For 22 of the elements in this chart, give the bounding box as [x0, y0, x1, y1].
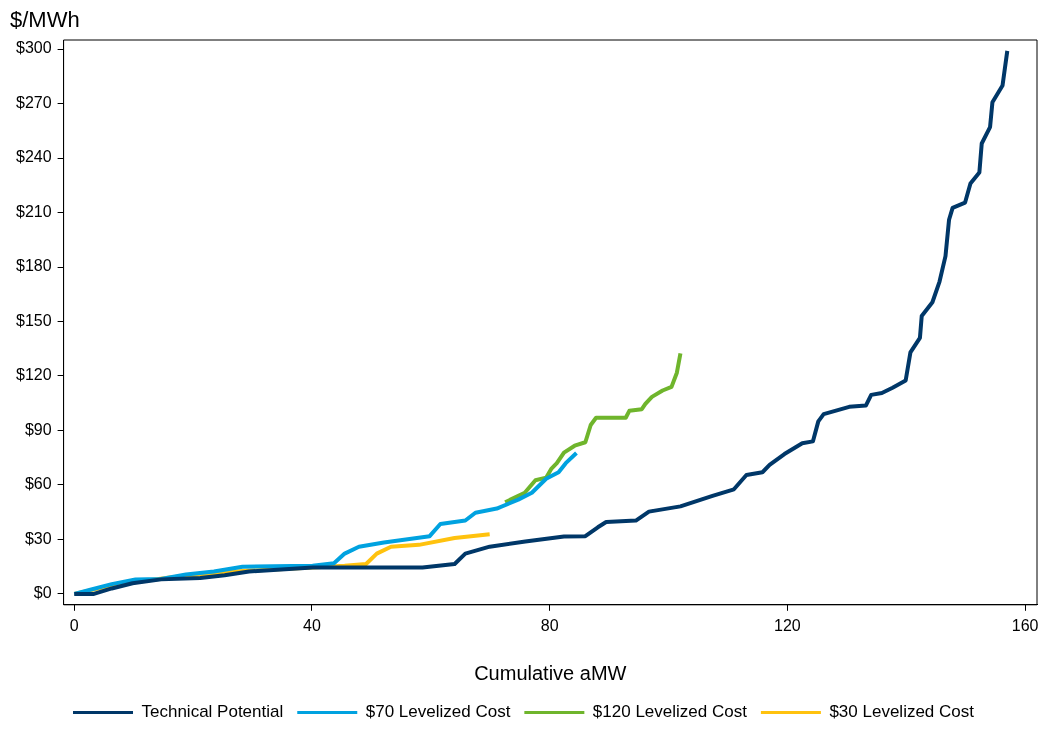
y-tick-label: $300: [16, 39, 52, 57]
x-tick-label: 80: [540, 616, 559, 634]
y-tick-label: $240: [16, 148, 52, 166]
legend-label: $70 Levelized Cost: [365, 702, 511, 722]
y-tick-label: $150: [16, 311, 52, 329]
x-axis-title: Cumulative aMW: [474, 661, 627, 684]
y-tick-label: $0: [33, 584, 52, 602]
legend-label: $120 Levelized Cost: [592, 702, 748, 722]
y-axis-title: $/MWh: [10, 7, 80, 33]
y-tick-label: $210: [16, 202, 52, 220]
x-tick-label: 0: [69, 616, 79, 634]
y-tick-label: $180: [16, 257, 52, 275]
y-tick-label: $270: [16, 93, 52, 111]
y-tick-label: $30: [24, 529, 52, 547]
x-tick-label: 120: [774, 616, 801, 634]
y-tick-label: $120: [16, 366, 52, 384]
x-tick-label: 160: [1011, 616, 1039, 634]
legend-label: $30 Levelized Cost: [829, 702, 975, 722]
y-tick-label: $90: [24, 420, 52, 438]
legend-label: Technical Potential: [141, 702, 284, 722]
y-tick-label: $60: [24, 475, 52, 493]
x-tick-label: 40: [303, 616, 321, 634]
